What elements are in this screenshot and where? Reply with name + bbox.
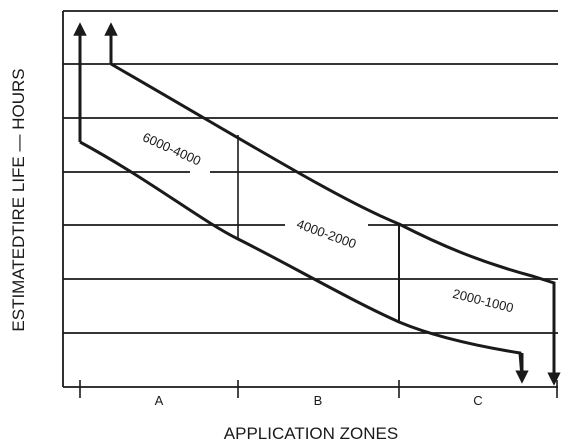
- band-label-zone-c: 2000-1000: [451, 286, 515, 316]
- zone-label-c: C: [473, 393, 482, 408]
- gridlines: [63, 10, 558, 334]
- lower-boundary-curve: [79, 140, 524, 378]
- zone-label-b: B: [314, 393, 323, 408]
- zone-ticks: [79, 380, 558, 398]
- upper-boundary-curve: [110, 62, 556, 377]
- band-label-zone-b: 4000-2000: [295, 216, 359, 251]
- x-axis-title: APPLICATION ZONES: [224, 424, 398, 443]
- y-axis-title: ESTIMATEDTIRE LIFE — HOURS: [9, 68, 28, 331]
- band-label-zone-a: 6000-4000: [140, 129, 203, 168]
- zone-label-a: A: [155, 393, 164, 408]
